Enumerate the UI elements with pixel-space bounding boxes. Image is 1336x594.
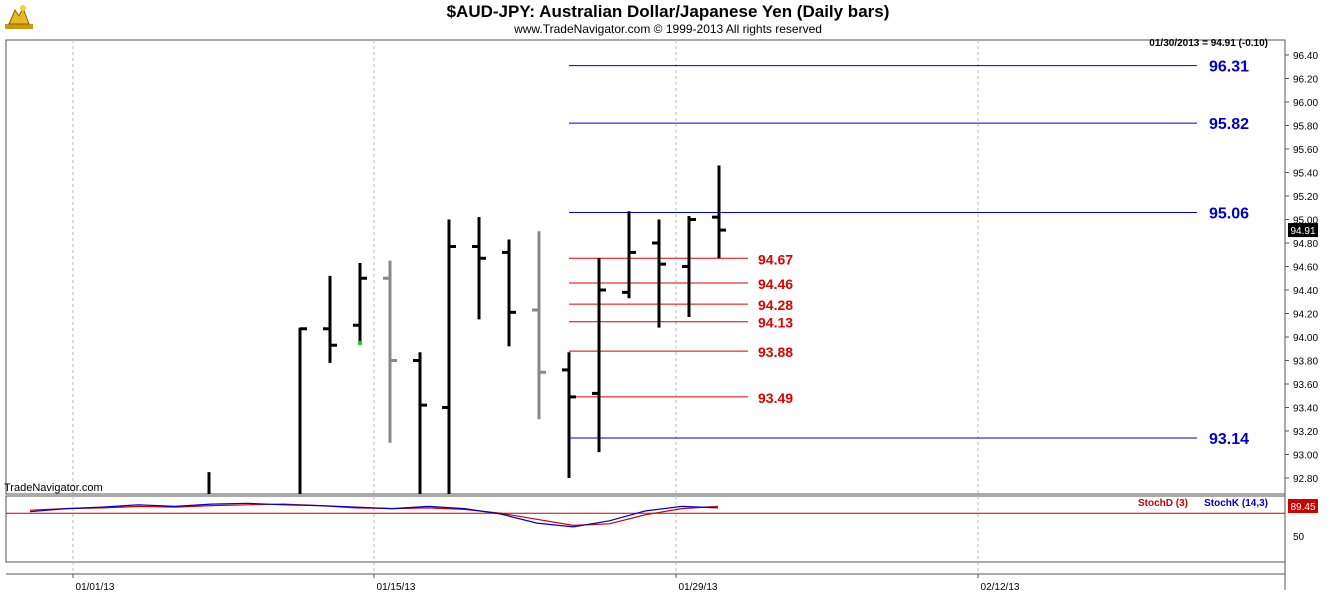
price-tick-label: 95.60 [1293, 145, 1318, 156]
red-level-label: 94.28 [758, 297, 793, 313]
blue-level-label: 95.82 [1209, 116, 1249, 133]
red-level-label: 93.49 [758, 390, 793, 406]
chart-subtitle: www.TradeNavigator.com © 1999-2013 All r… [514, 22, 822, 36]
price-tick-label: 94.40 [1293, 286, 1318, 297]
date-tick-label: 01/29/13 [679, 582, 718, 593]
date-tick-label: 01/01/13 [76, 582, 115, 593]
date-tick-label: 01/15/13 [377, 582, 416, 593]
price-tick-label: 96.40 [1293, 51, 1318, 62]
price-tick-label: 94.60 [1293, 263, 1318, 274]
price-tick-label: 95.20 [1293, 192, 1318, 203]
red-level-label: 94.46 [758, 276, 793, 292]
trade-navigator-logo-icon [5, 5, 33, 29]
watermark: TradeNavigator.com [4, 482, 103, 494]
date-tick-label: 02/12/13 [981, 582, 1020, 593]
signal-marker [358, 340, 362, 345]
red-level-label: 94.13 [758, 315, 793, 331]
price-tick-label: 95.00 [1293, 216, 1318, 227]
red-level-label: 94.67 [758, 251, 793, 267]
price-tick-label: 94.20 [1293, 310, 1318, 321]
stoch-k-series [29, 502, 719, 528]
price-tick-label: 93.60 [1293, 380, 1318, 391]
stoch-value-label: 89.45 [1290, 502, 1315, 513]
stoch-d-legend: StochD (3) [1138, 498, 1188, 509]
blue-level-label: 96.31 [1209, 59, 1249, 76]
stoch-k-legend: StochK (14,3) [1204, 498, 1268, 509]
price-tick-label: 95.80 [1293, 122, 1318, 133]
price-tick-label: 96.20 [1293, 75, 1318, 86]
last-price-label: 94.91 [1290, 226, 1315, 237]
chart-title: $AUD-JPY: Australian Dollar/Japanese Yen… [446, 2, 890, 21]
blue-level-label: 95.06 [1209, 205, 1249, 222]
price-tick-label: 94.00 [1293, 333, 1318, 344]
blue-level-label: 93.14 [1209, 431, 1249, 448]
price-tick-label: 93.80 [1293, 357, 1318, 368]
price-tick-label: 93.20 [1293, 427, 1318, 438]
price-panel-frame [5, 39, 1286, 495]
red-level-label: 93.88 [758, 344, 793, 360]
title-bar: $AUD-JPY: Australian Dollar/Japanese Yen… [0, 0, 1336, 38]
last-price-box [1288, 223, 1318, 238]
price-tick-label: 93.00 [1293, 451, 1318, 462]
price-tick-label: 92.80 [1293, 474, 1318, 485]
price-tick-label: 96.00 [1293, 98, 1318, 109]
stoch-panel-frame [5, 495, 1286, 563]
price-tick-label: 95.40 [1293, 169, 1318, 180]
last-readout: 01/30/2013 = 94.91 (-0.10) [1149, 38, 1268, 49]
price-tick-label: 94.80 [1293, 239, 1318, 250]
stoch-level-label: 50 [1293, 532, 1305, 543]
stoch-value-box [1288, 499, 1318, 514]
price-tick-label: 93.40 [1293, 404, 1318, 415]
